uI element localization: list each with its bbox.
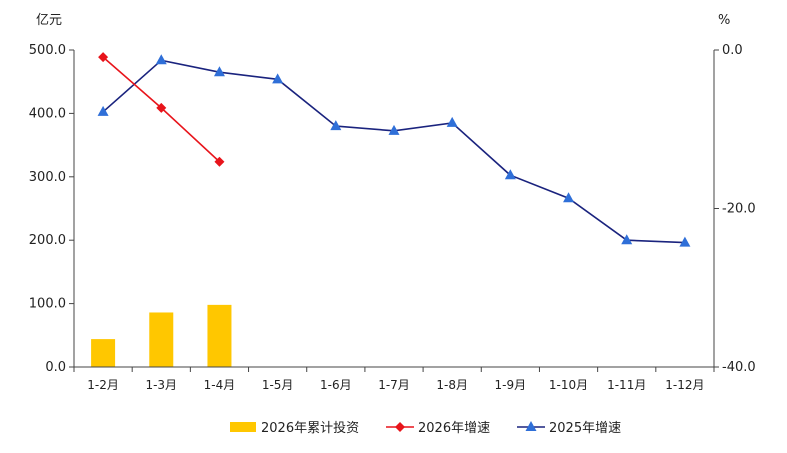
left-tick-label: 0.0 [45,360,66,375]
point-triangle [155,54,167,65]
ticks-layer: 0.0 100.0 200.0 300.0 400.0 500.0 0.0 -20.0 -40.… [29,43,756,392]
legend-item: 2026年累计投资 [230,420,359,436]
point-triangle [504,169,516,180]
point-triangle [97,105,109,116]
right-tick-label: -20.0 [722,202,756,217]
right-axis-unit: % [718,13,730,28]
point-triangle [525,421,537,431]
point-triangle [679,236,691,247]
series-line [102,59,685,244]
x-tick-label: 1-10月 [549,378,588,392]
x-tick-label: 1-2月 [87,378,119,392]
legend-swatch-bar [230,422,256,432]
legend-item: 2025年增速 [517,421,621,436]
point-triangle [330,120,342,131]
x-tick-label: 1-4月 [204,378,236,392]
left-tick-label: 100.0 [29,297,66,312]
legend-label: 2025年增速 [549,421,621,436]
point-triangle [272,73,284,84]
point-diamond [156,102,167,113]
bar [91,339,116,367]
legend-item: 2026年增速 [386,421,490,436]
point-diamond [98,52,109,63]
point-triangle [388,124,400,135]
left-tick-label: 400.0 [29,106,66,121]
point-triangle [563,192,575,203]
left-axis-unit: 亿元 [36,13,62,28]
point-diamond [214,156,225,167]
right-tick-label: 0.0 [722,43,743,58]
bar [149,312,174,367]
x-tick-label: 1-11月 [607,378,646,392]
legend-label: 2026年累计投资 [261,420,359,436]
point-diamond [395,422,405,432]
x-tick-label: 1-9月 [495,378,527,392]
x-tick-label: 1-6月 [320,378,352,392]
left-tick-label: 500.0 [29,43,66,58]
left-tick-label: 300.0 [29,170,66,185]
left-tick-label: 200.0 [29,233,66,248]
point-triangle [621,234,633,245]
lines-layer [97,52,691,247]
legend: 2026年累计投资 2026年增速 2025年增速 [230,420,621,436]
point-triangle [213,66,225,77]
x-tick-label: 1-5月 [262,378,294,392]
x-tick-label: 1-12月 [665,378,704,392]
x-tick-label: 1-7月 [378,378,410,392]
right-tick-label: -40.0 [722,360,756,375]
x-tick-label: 1-8月 [436,378,468,392]
bar [207,304,232,367]
axes-layer: 亿元 % [36,13,730,368]
x-tick-label: 1-3月 [145,378,177,392]
point-triangle [446,116,458,127]
legend-label: 2026年增速 [418,421,490,436]
bars-layer [91,304,232,367]
